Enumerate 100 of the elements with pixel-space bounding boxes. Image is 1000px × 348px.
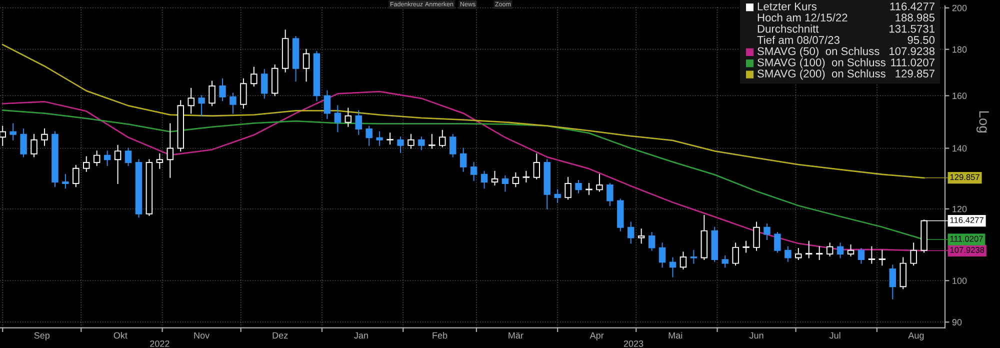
- annotation: 131.5731: [890, 24, 934, 33]
- y-tick-label: 120: [952, 206, 967, 212]
- legend-label: Letzter Kurs: [758, 2, 816, 10]
- data-label: 111.0207: [950, 236, 983, 242]
- x-tick-label: Jun: [749, 332, 764, 339]
- candlestick: [638, 228, 645, 244]
- candlestick: [397, 136, 404, 153]
- candlestick: [847, 244, 854, 256]
- candlestick: [491, 170, 498, 186]
- candlestick: [240, 78, 247, 109]
- candlestick: [156, 153, 164, 169]
- x-tick-label: Dez: [272, 332, 288, 339]
- x-tick-label: Aug: [908, 332, 924, 340]
- y-tick-label: 100: [952, 278, 967, 284]
- candlestick: [669, 257, 676, 278]
- x-tick-label: Nov: [194, 332, 210, 339]
- x2-tick-label: 2023: [624, 340, 644, 347]
- candlestick: [575, 180, 582, 194]
- candlestick: [836, 242, 844, 258]
- candlestick: [480, 170, 488, 189]
- candlestick: [0, 126, 6, 146]
- candlestick: [533, 153, 540, 180]
- candlestick: [680, 252, 687, 270]
- candlestick: [878, 250, 886, 266]
- x-tick-label: Jul: [829, 332, 840, 339]
- candlestick: [774, 232, 781, 253]
- candlestick: [10, 123, 16, 140]
- candlestick: [62, 174, 69, 189]
- annotation: Tief am 08/07/23: [757, 36, 840, 44]
- candlestick: [753, 222, 760, 251]
- candlestick: [502, 175, 509, 192]
- candlestick: [742, 240, 750, 253]
- candlestick: [114, 144, 122, 184]
- data-label: 129.857: [950, 174, 980, 180]
- annotation: 95.50: [908, 36, 935, 44]
- candlestick: [606, 183, 614, 206]
- x-tick-label: Jan: [354, 332, 368, 339]
- candlestick: [450, 134, 456, 158]
- candlestick: [648, 232, 656, 251]
- candlestick: [889, 264, 896, 300]
- candlestick: [658, 242, 666, 268]
- y-tick-label: 180: [952, 46, 967, 53]
- candlestick: [72, 164, 80, 188]
- candlestick: [806, 240, 812, 258]
- candlestick: [188, 88, 194, 114]
- candlestick: [722, 255, 728, 268]
- candlestick: [858, 248, 865, 264]
- candlestick: [41, 128, 48, 146]
- candlestick: [900, 257, 906, 290]
- candlestick: [219, 78, 226, 102]
- candlestick: [586, 183, 592, 195]
- candlestick: [522, 170, 530, 182]
- x2-tick-label: 2022: [150, 340, 170, 347]
- candlestick: [386, 132, 394, 145]
- candlestick: [564, 176, 572, 200]
- candlestick: [512, 172, 520, 188]
- candlestick: [30, 134, 38, 158]
- candlestick: [554, 189, 561, 203]
- x-tick-label: Okt: [114, 332, 128, 339]
- annotation: 188.985: [896, 14, 935, 22]
- y-tick-label: 160: [952, 92, 967, 100]
- candlestick: [376, 131, 383, 146]
- candlestick: [302, 48, 310, 82]
- x-tick-label: Apr: [590, 332, 604, 340]
- candlestick: [83, 156, 90, 172]
- annotation: Hoch am 12/15/22: [758, 13, 848, 22]
- candlestick: [784, 246, 792, 262]
- text: 111.0207: [891, 58, 934, 66]
- candlestick: [690, 250, 698, 264]
- x-tick-label: Feb: [432, 332, 448, 339]
- candlestick: [732, 242, 739, 266]
- x-tick-label: Sep: [34, 332, 50, 340]
- candlestick: [418, 136, 425, 150]
- candlestick: [460, 148, 467, 172]
- candlestick: [795, 248, 802, 260]
- candlestick: [408, 134, 414, 149]
- legend-label: SMAVG (200) on Schluss: [758, 69, 886, 80]
- legend-label: SMAVG (50) on Schluss: [758, 46, 880, 58]
- text: 129.857: [896, 70, 934, 78]
- candlestick: [334, 105, 342, 132]
- text: 107.9238: [890, 47, 935, 56]
- candlestick: [93, 150, 100, 166]
- candlestick: [366, 126, 372, 146]
- candlestick: [344, 108, 352, 127]
- candlestick: [166, 123, 174, 178]
- candlestick: [764, 223, 770, 240]
- y-tick-label: 200: [952, 4, 967, 12]
- legend-label: SMAVG (100) on Schluss: [758, 58, 886, 69]
- candlestick: [428, 134, 436, 149]
- candlestick: [261, 69, 268, 99]
- data-label: 107.9238: [950, 246, 984, 253]
- candlestick: [198, 95, 205, 116]
- y-axis-title: Log: [976, 111, 989, 132]
- text: 116.4277: [950, 217, 984, 224]
- candlestick: [324, 90, 331, 119]
- candlestick: [104, 150, 111, 166]
- candlestick: [208, 80, 216, 106]
- annotation: Durchschnitt: [758, 24, 819, 33]
- y-tick-label: 90: [952, 319, 962, 326]
- candlestick: [124, 148, 132, 166]
